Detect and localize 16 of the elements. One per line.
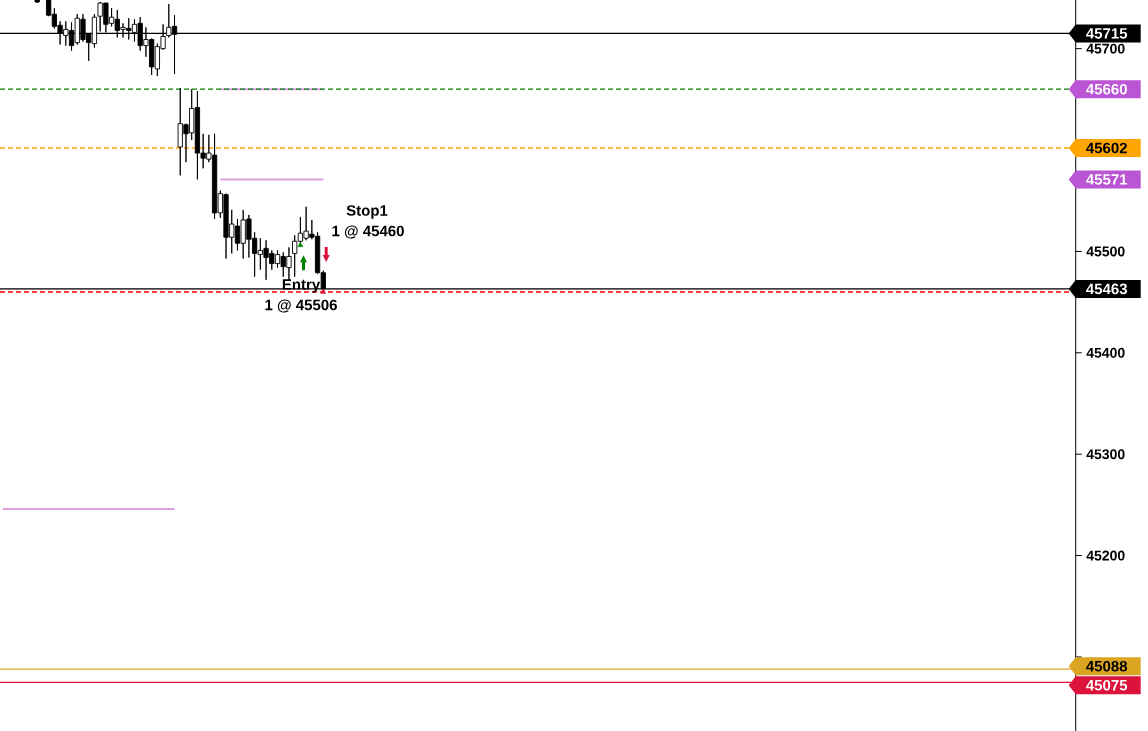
candlestick <box>34 0 40 4</box>
annotation: 1 @ 45460 <box>332 225 404 239</box>
ref-line-label: 45715 <box>1086 28 1128 39</box>
text: 45571 <box>1086 174 1128 185</box>
y-tick-label: 45400 <box>1086 347 1125 358</box>
ref-line-label: 45602 <box>1086 142 1127 154</box>
ref-line-label: 45463 <box>1086 283 1127 295</box>
annotation: 1 @ 45506 <box>265 299 337 313</box>
y-tick-label: 45700 <box>1086 43 1125 54</box>
ref-line-label: 45088 <box>1086 660 1128 672</box>
ref-line-label: 45075 <box>1086 679 1128 691</box>
annotation: Stop1 <box>346 205 388 219</box>
y-tick-label: 45200 <box>1086 550 1125 561</box>
text: 45660 <box>1086 83 1127 95</box>
y-tick-label: 45300 <box>1086 449 1125 460</box>
y-tick-label: 45500 <box>1086 246 1125 257</box>
